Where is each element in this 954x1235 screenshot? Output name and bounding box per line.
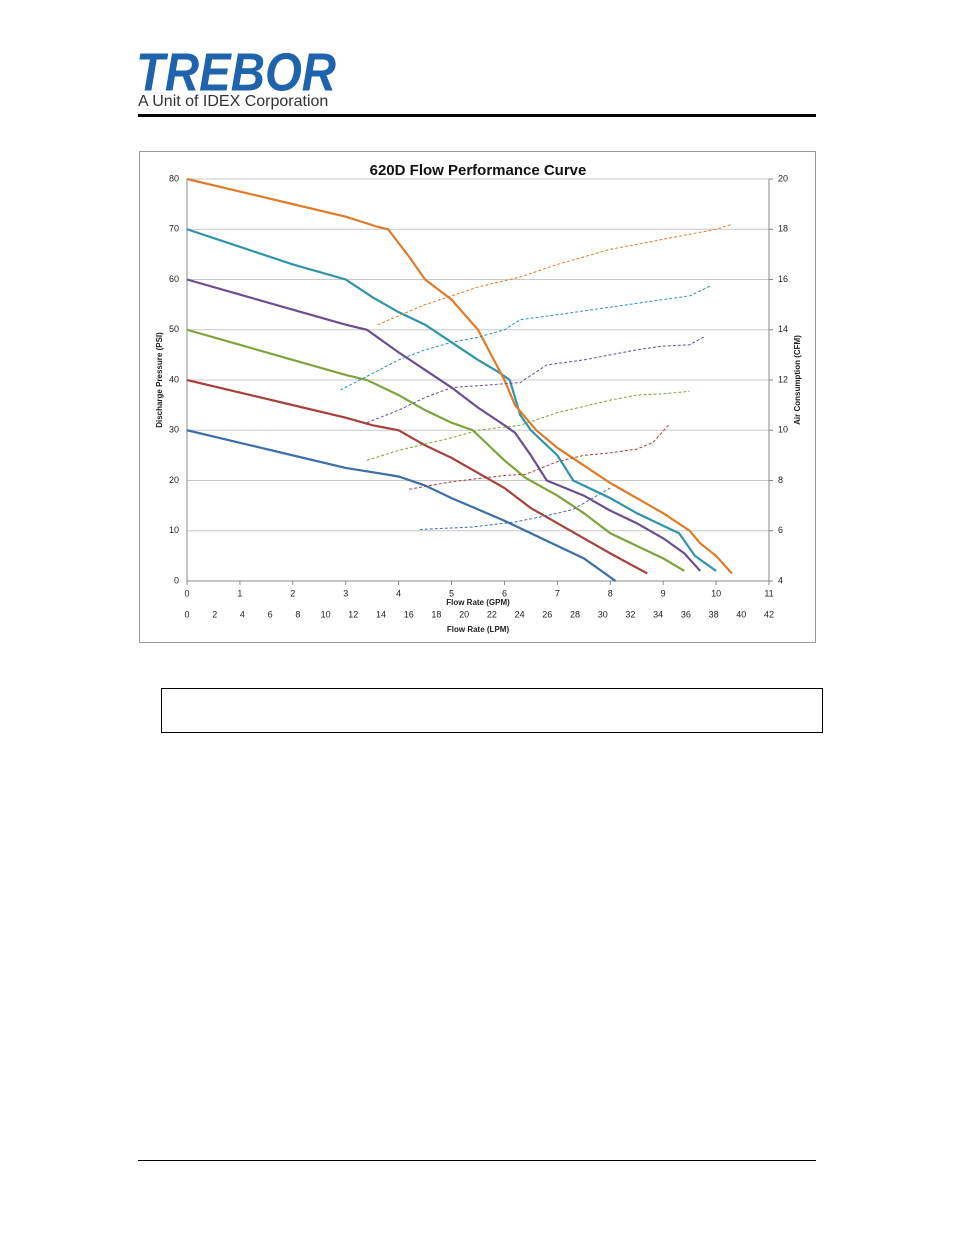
pressure-curve xyxy=(186,378,648,575)
x-tick-label: 3 xyxy=(343,588,348,598)
y-tick-label: 60 xyxy=(169,274,179,284)
x2-tick-label: 34 xyxy=(653,609,663,619)
y2-tick-label: 8 xyxy=(778,475,783,485)
x-tick-label: 0 xyxy=(184,588,189,598)
y-tick-label: 0 xyxy=(174,575,179,585)
x2-tick-label: 18 xyxy=(431,609,441,619)
x-tick-label: 6 xyxy=(502,588,507,598)
x-tick-label: 4 xyxy=(396,588,401,598)
x2-tick-label: 22 xyxy=(487,609,497,619)
x-tick-label: 5 xyxy=(449,588,454,598)
chart-title: 620D Flow Performance Curve xyxy=(370,162,587,179)
x-tick-label: 9 xyxy=(661,588,666,598)
pressure-curve xyxy=(186,429,617,582)
y-tick-label: 30 xyxy=(169,425,179,435)
x2-axis-title: Flow Rate (LPM) xyxy=(447,625,510,634)
y2-tick-label: 18 xyxy=(778,224,788,234)
note-box xyxy=(161,688,823,733)
x2-tick-label: 8 xyxy=(295,609,300,619)
pressure-curve xyxy=(186,328,685,572)
x-tick-label: 11 xyxy=(764,588,773,598)
x-tick-label: 1 xyxy=(237,588,242,598)
x2-tick-label: 26 xyxy=(542,609,552,619)
air-curve xyxy=(366,335,706,424)
x2-tick-label: 36 xyxy=(681,609,691,619)
air-curve xyxy=(377,223,733,326)
x2-tick-label: 24 xyxy=(515,609,525,619)
y-tick-label: 10 xyxy=(169,525,179,535)
x2-tick-label: 42 xyxy=(764,609,774,619)
x2-tick-label: 10 xyxy=(321,609,331,619)
x2-tick-label: 32 xyxy=(625,609,635,619)
y2-tick-label: 4 xyxy=(778,575,783,585)
x2-tick-label: 12 xyxy=(348,609,358,619)
y-tick-label: 50 xyxy=(169,324,179,334)
x2-tick-label: 30 xyxy=(598,609,608,619)
air-curve xyxy=(366,390,690,461)
x2-tick-label: 20 xyxy=(459,609,469,619)
y2-tick-label: 6 xyxy=(778,525,783,535)
pressure-curve xyxy=(186,177,733,575)
x-tick-label: 8 xyxy=(608,588,613,598)
y-tick-label: 70 xyxy=(169,224,179,234)
x2-tick-label: 2 xyxy=(212,609,217,619)
x2-tick-label: 14 xyxy=(376,609,386,619)
x-tick-label: 2 xyxy=(290,588,295,598)
tagline: A Unit of IDEX Corporation xyxy=(138,93,328,110)
pressure-curve xyxy=(186,228,717,572)
y-tick-label: 40 xyxy=(169,374,179,384)
y2-tick-label: 10 xyxy=(778,425,788,435)
x-axis-title: Flow Rate (GPM) xyxy=(446,598,510,607)
y2-axis-title: Air Consumption (CFM) xyxy=(793,335,802,425)
x2-tick-label: 28 xyxy=(570,609,580,619)
air-curve xyxy=(409,424,669,490)
y2-tick-label: 12 xyxy=(778,374,788,384)
air-curve xyxy=(419,487,611,530)
x2-tick-label: 38 xyxy=(709,609,719,619)
y-tick-label: 80 xyxy=(169,173,179,183)
y-tick-label: 20 xyxy=(169,475,179,485)
x2-tick-label: 40 xyxy=(736,609,746,619)
x2-tick-label: 0 xyxy=(184,609,189,619)
x2-tick-label: 4 xyxy=(240,609,245,619)
y-axis-title: Discharge Pressure (PSI) xyxy=(155,332,164,428)
x-tick-label: 7 xyxy=(555,588,560,598)
x-tick-label: 10 xyxy=(711,588,721,598)
y2-tick-label: 20 xyxy=(778,173,788,183)
pressure-curve xyxy=(186,278,702,572)
logo: TREBOR xyxy=(136,42,336,102)
header-rule xyxy=(138,114,816,117)
y2-tick-label: 16 xyxy=(778,274,788,284)
x2-tick-label: 16 xyxy=(404,609,414,619)
x2-tick-label: 6 xyxy=(268,609,273,619)
y2-tick-label: 14 xyxy=(778,324,788,334)
footer-rule xyxy=(138,1160,816,1161)
air-curve xyxy=(340,285,712,391)
